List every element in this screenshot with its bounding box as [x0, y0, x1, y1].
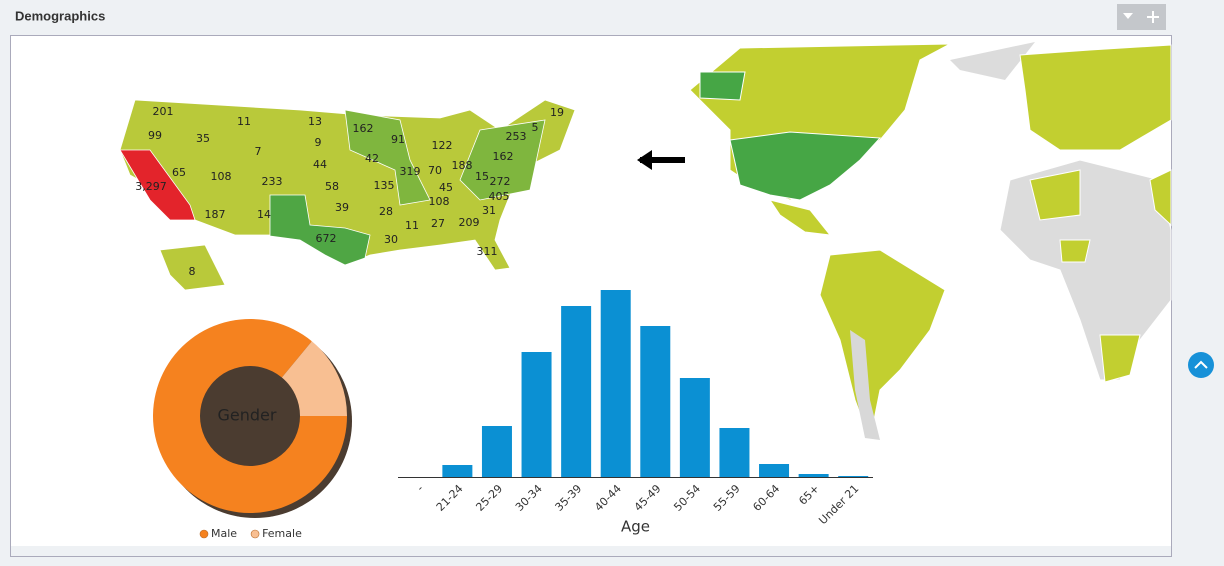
state-label: 91 — [391, 133, 405, 146]
state-label: 5 — [532, 121, 539, 134]
state-label: 272 — [490, 175, 511, 188]
state-label: 28 — [379, 205, 393, 218]
arrow-head — [637, 150, 652, 170]
bar — [521, 352, 552, 477]
state-label: 39 — [335, 201, 349, 214]
state-label: 108 — [211, 170, 232, 183]
state-label: 3,297 — [135, 180, 167, 193]
collapse-button[interactable] — [1123, 13, 1133, 19]
state-label: 42 — [365, 152, 379, 165]
state-label: 253 — [506, 130, 527, 143]
legend-swatch — [250, 529, 260, 539]
state-label: 233 — [262, 175, 283, 188]
state-label: 135 — [374, 179, 395, 192]
panel-footer — [11, 546, 1171, 556]
state-label: 187 — [205, 208, 226, 221]
state-label: 70 — [428, 164, 442, 177]
state-label: 30 — [384, 233, 398, 246]
bar — [759, 464, 790, 477]
bar — [719, 428, 750, 477]
us-map — [119, 99, 576, 291]
state-label: 162 — [353, 122, 374, 135]
bar — [442, 465, 473, 477]
panel-title: Demographics — [15, 8, 105, 23]
state-label: 8 — [189, 265, 196, 278]
donut-slice — [152, 318, 347, 513]
state-label: 108 — [429, 195, 450, 208]
state-label: 311 — [477, 245, 498, 258]
x-axis-title: Age — [621, 518, 650, 536]
donut-slice — [281, 341, 347, 416]
scroll-top-icon — [1194, 360, 1208, 369]
state-label: 11 — [405, 219, 419, 232]
state-label: 209 — [459, 216, 480, 229]
state-label: 9 — [315, 136, 322, 149]
bar — [561, 306, 592, 477]
state-label: 201 — [153, 105, 174, 118]
bar — [798, 474, 829, 477]
state-label: 405 — [489, 190, 510, 203]
state-label: 672 — [316, 232, 337, 245]
state-label: 19 — [550, 106, 564, 119]
state-label: 15 — [475, 170, 489, 183]
state-label: 27 — [431, 217, 445, 230]
state-label: 319 — [400, 165, 421, 178]
bar — [481, 426, 512, 477]
state-label: 58 — [325, 180, 339, 193]
state-label: 45 — [439, 181, 453, 194]
world-map — [689, 42, 1172, 442]
state-label: 162 — [493, 150, 514, 163]
state-label: 44 — [313, 158, 327, 171]
state-label: 35 — [196, 132, 210, 145]
state-label: 65 — [172, 166, 186, 179]
donut-title: Gender — [218, 406, 277, 425]
state-label: 14 — [257, 208, 271, 221]
state-label: 122 — [432, 139, 453, 152]
bar — [838, 476, 869, 477]
legend-label: Female — [262, 527, 302, 540]
legend-label: Male — [211, 527, 237, 540]
bar — [640, 326, 671, 477]
state-label: 188 — [452, 159, 473, 172]
scroll-top-button[interactable] — [1188, 352, 1214, 378]
state-label: 31 — [482, 204, 496, 217]
bar — [679, 378, 710, 477]
state-label: 7 — [255, 145, 262, 158]
legend-swatch — [199, 529, 209, 539]
bar — [600, 290, 631, 477]
state-label: 99 — [148, 129, 162, 142]
add-button[interactable] — [1147, 11, 1159, 23]
state-label: 11 — [237, 115, 251, 128]
state-label: 13 — [308, 115, 322, 128]
